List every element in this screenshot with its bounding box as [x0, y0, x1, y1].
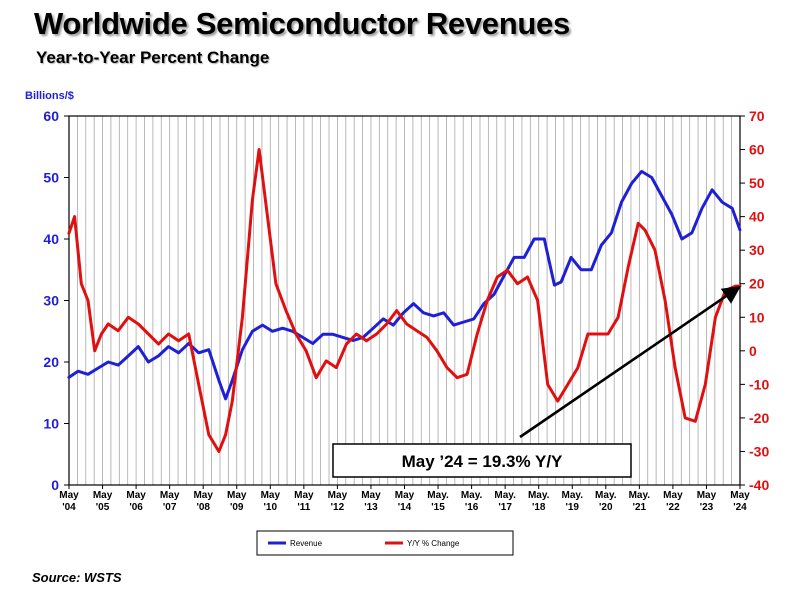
chart-subtitle: Year-to-Year Percent Change — [36, 48, 270, 67]
x-tick-label-month: May — [261, 490, 281, 501]
y-tick-left-label: 50 — [43, 170, 59, 186]
series-line-y-y-change — [67, 148, 742, 453]
x-tick-label-month: May — [93, 490, 113, 501]
x-axis: May'04May'05May'06May'07May'08May'09May'… — [59, 485, 750, 513]
x-tick-label-year: '17 — [498, 502, 512, 513]
x-tick-label-year: '07 — [163, 502, 177, 513]
y-tick-right-label: 20 — [749, 276, 765, 292]
x-tick-label-month: May — [294, 490, 314, 501]
y-tick-right-label: -10 — [749, 376, 769, 392]
y-tick-left-label: 30 — [43, 293, 59, 309]
x-tick-label-year: '20 — [599, 502, 613, 513]
x-tick-label-year: '22 — [666, 502, 680, 513]
y-tick-left-label: 0 — [51, 477, 59, 493]
legend: Revenue Y/Y % Change — [256, 530, 514, 556]
series-line-revenue — [67, 169, 742, 401]
x-tick-label-year: '06 — [129, 502, 143, 513]
x-tick-label-month: May — [160, 490, 180, 501]
y-axis-label-left: Billions/$ — [25, 90, 74, 102]
y-tick-right-label: 10 — [749, 309, 765, 325]
y-tick-left-label: 60 — [43, 108, 59, 124]
y-tick-right-label: 40 — [749, 209, 765, 225]
legend-label-revenue: Revenue — [290, 539, 323, 548]
x-tick-label-month: May — [730, 490, 750, 501]
y-tick-left-label: 20 — [43, 354, 59, 370]
x-tick-label-month: May — [193, 490, 213, 501]
x-tick-label-year: '18 — [532, 502, 546, 513]
x-tick-label-month: May — [697, 490, 717, 501]
legend-label-y-y-change: Y/Y % Change — [407, 539, 460, 548]
x-tick-label-month: May — [663, 490, 683, 501]
y-tick-right-label: 60 — [749, 142, 765, 158]
x-tick-label-year: '08 — [196, 502, 210, 513]
chart-title: Worldwide Semiconductor Revenues — [34, 6, 570, 41]
x-tick-label-month: May — [227, 490, 247, 501]
x-tick-label-month: May. — [629, 490, 651, 501]
x-tick-label-year: '23 — [700, 502, 714, 513]
x-tick-label-year: '19 — [565, 502, 579, 513]
x-tick-label-month: May. — [562, 490, 584, 501]
x-tick-label-year: '05 — [96, 502, 110, 513]
x-tick-label-year: '16 — [465, 502, 479, 513]
x-tick-label-year: '14 — [398, 502, 412, 513]
y-tick-right-label: -20 — [749, 410, 769, 426]
x-tick-label-month: May — [395, 490, 415, 501]
annotation-text: May ’24 = 19.3% Y/Y — [402, 452, 563, 471]
x-tick-label-month: May — [328, 490, 348, 501]
x-tick-label-month: May. — [494, 490, 516, 501]
annotation-arrow — [519, 286, 741, 439]
x-tick-label-month: May. — [461, 490, 483, 501]
y-tick-right-label: 50 — [749, 175, 765, 191]
x-tick-label-year: '11 — [297, 502, 310, 513]
y-tick-right-label: 0 — [749, 343, 757, 359]
x-tick-label-year: '13 — [364, 502, 378, 513]
x-tick-label-month: May — [59, 490, 79, 501]
x-tick-label-year: '21 — [633, 502, 647, 513]
y-tick-right-label: -40 — [749, 477, 769, 493]
annotation: May ’24 = 19.3% Y/Y — [332, 286, 741, 478]
x-tick-label-month: May. — [595, 490, 617, 501]
y-tick-left-label: 40 — [43, 231, 59, 247]
series-layer — [67, 148, 742, 453]
y-tick-right-label: 30 — [749, 242, 765, 258]
x-tick-label-year: '09 — [230, 502, 244, 513]
y-tick-right-label: 70 — [749, 108, 765, 124]
y-tick-left-label: 10 — [43, 416, 59, 432]
y-axis-right: 70 60 50 40 30 20 10 0 -10 -20 -30 -40 — [740, 108, 769, 493]
x-tick-label-year: '04 — [62, 502, 76, 513]
x-tick-label-month: May — [126, 490, 146, 501]
x-tick-label-year: '15 — [431, 502, 445, 513]
annotation-box — [332, 443, 632, 478]
x-tick-label-month: May. — [528, 490, 550, 501]
gridlines — [76, 116, 733, 485]
x-tick-label-year: '24 — [733, 502, 747, 513]
y-tick-right-label: -30 — [749, 443, 769, 459]
source-note: Source: WSTS — [32, 570, 122, 585]
x-tick-label-month: May — [361, 490, 381, 501]
y-axis-left: 0 10 20 30 40 50 60 — [43, 108, 69, 493]
x-tick-label-month: May. — [427, 490, 449, 501]
x-tick-label-year: '12 — [331, 502, 345, 513]
x-tick-label-year: '10 — [264, 502, 278, 513]
